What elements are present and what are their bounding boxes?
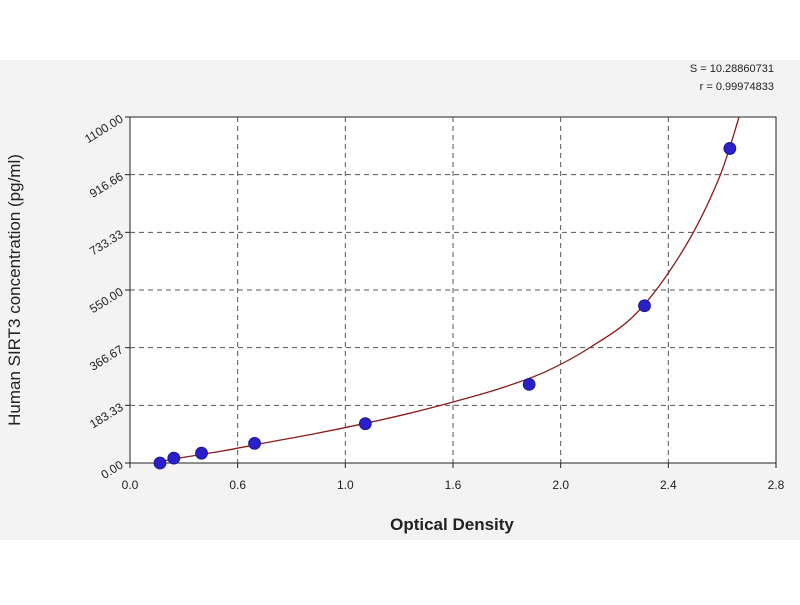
x-tick-label: 1.6 <box>445 478 462 492</box>
data-point <box>196 447 208 459</box>
data-point <box>249 437 261 449</box>
data-point <box>168 452 180 464</box>
x-tick-label: 2.4 <box>660 478 677 492</box>
x-tick-label: 2.0 <box>552 478 569 492</box>
data-point <box>359 418 371 430</box>
x-tick-label: 0.0 <box>122 478 139 492</box>
x-tick-label: 1.0 <box>337 478 354 492</box>
fit-stat-r: r = 0.99974833 <box>700 81 774 93</box>
x-tick-label: 0.6 <box>229 478 246 492</box>
y-axis-label: Human SIRT3 concentration (pg/ml) <box>5 154 24 426</box>
data-point <box>638 300 650 312</box>
data-point <box>724 142 736 154</box>
fit-stat-s: S = 10.28860731 <box>690 63 774 75</box>
data-point <box>523 378 535 390</box>
x-axis-label: Optical Density <box>390 515 514 534</box>
data-point <box>154 457 166 469</box>
x-tick-label: 2.8 <box>768 478 785 492</box>
